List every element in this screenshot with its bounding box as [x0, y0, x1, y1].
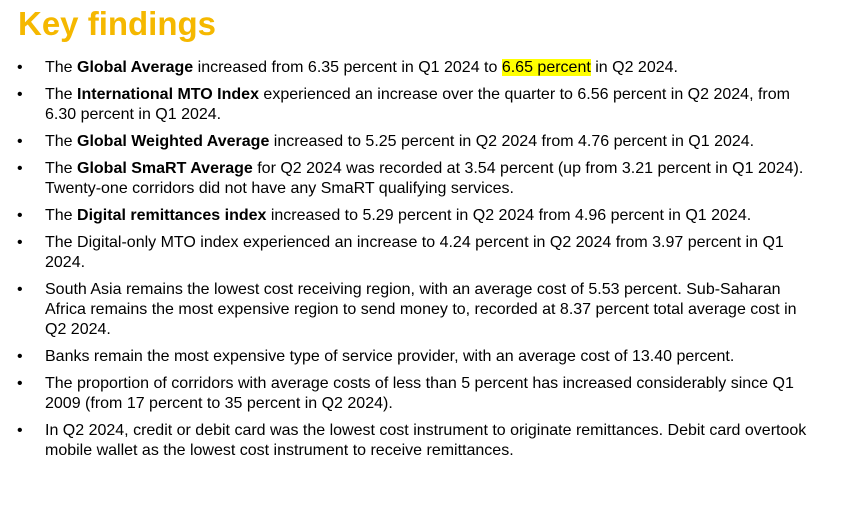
finding-text: In Q2 2024, credit or debit card was the… — [45, 422, 807, 459]
list-item: • The Digital remittances index increase… — [0, 206, 850, 226]
list-item: • The Digital-only MTO index experienced… — [0, 233, 850, 273]
highlighted-value: 6.65 percent — [501, 59, 591, 76]
list-item: • The Global SmaRT Average for Q2 2024 w… — [0, 159, 850, 199]
finding-text: The Digital remittances index increased … — [45, 207, 752, 224]
bullet: • — [17, 59, 23, 76]
list-item: • In Q2 2024, credit or debit card was t… — [0, 421, 850, 461]
finding-text: South Asia remains the lowest cost recei… — [45, 281, 797, 338]
list-item: • Banks remain the most expensive type o… — [0, 347, 850, 367]
bullet: • — [17, 160, 23, 177]
bold-term: Global Weighted Average — [77, 133, 270, 150]
list-item: • The Global Average increased from 6.35… — [0, 58, 850, 78]
list-item: • The proportion of corridors with avera… — [0, 374, 850, 414]
bullet: • — [17, 133, 23, 150]
finding-text: The International MTO Index experienced … — [45, 86, 790, 123]
bold-term: Global Average — [77, 59, 194, 76]
list-item: • South Asia remains the lowest cost rec… — [0, 280, 850, 340]
list-item: • The Global Weighted Average increased … — [0, 132, 850, 152]
finding-text: The Digital-only MTO index experienced a… — [45, 234, 784, 271]
finding-text: Banks remain the most expensive type of … — [45, 348, 735, 365]
bullet: • — [17, 281, 23, 298]
bullet: • — [17, 86, 23, 103]
bullet: • — [17, 375, 23, 392]
finding-text: The Global Weighted Average increased to… — [45, 133, 755, 150]
bold-term: Global SmaRT Average — [77, 160, 253, 177]
bold-term: Digital remittances index — [77, 207, 267, 224]
key-findings-list: • The Global Average increased from 6.35… — [0, 58, 850, 468]
finding-text: The proportion of corridors with average… — [45, 375, 794, 412]
finding-text: The Global Average increased from 6.35 p… — [45, 59, 678, 76]
page-title: Key findings — [18, 5, 217, 42]
bullet: • — [17, 234, 23, 251]
bullet: • — [17, 422, 23, 439]
bullet: • — [17, 207, 23, 224]
bold-term: International MTO Index — [77, 86, 259, 103]
finding-text: The Global SmaRT Average for Q2 2024 was… — [45, 160, 804, 197]
bullet: • — [17, 348, 23, 365]
list-item: • The International MTO Index experience… — [0, 85, 850, 125]
